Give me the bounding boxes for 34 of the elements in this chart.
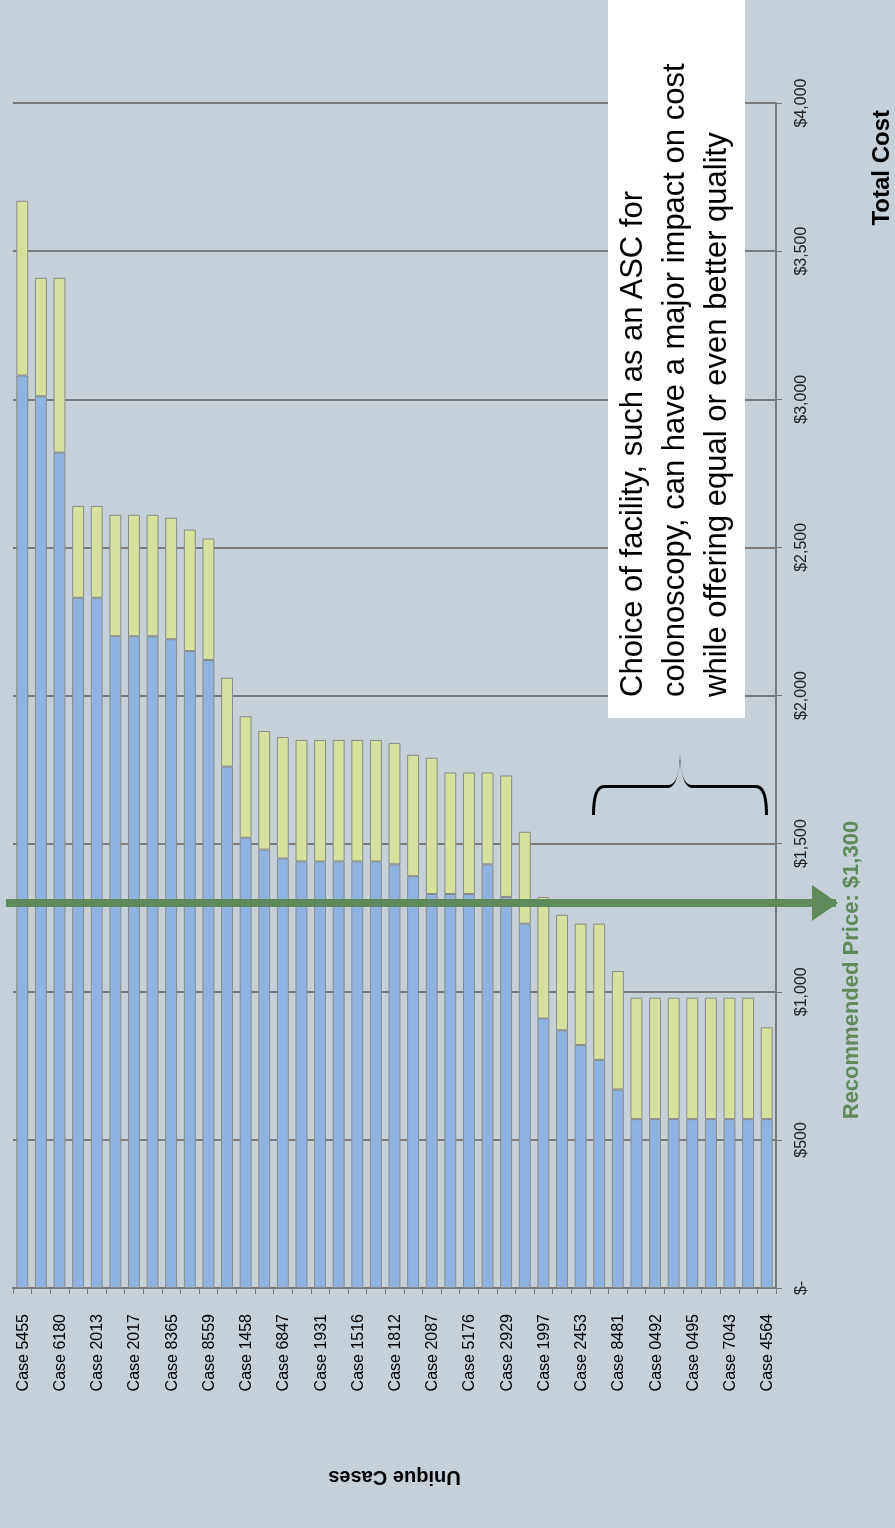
y-tick-label: $2,000 [791,670,809,720]
y-tick-label: $500 [791,1121,809,1158]
x-tick-label: Case 2453 [572,1313,590,1392]
x-tick-label: Case 1516 [348,1313,366,1392]
x-tick-label: Case 8365 [162,1313,180,1392]
y-tick-label: $3,000 [791,374,809,424]
x-tick-label: Case 8559 [199,1313,217,1392]
y-tick-label: $3,500 [791,226,809,276]
y-tick-label: $1,000 [791,967,809,1017]
x-tick-label: Case 6180 [51,1313,69,1392]
annotation: Choice of facility, such as an ASC for colonoscopy, can have a major impact on cost while offering equal or even better quality [614,63,733,698]
x-tick-label: Case 7043 [720,1313,738,1392]
x-tick-label: Case 2087 [423,1313,441,1392]
x-tick-label: Case 0495 [683,1313,701,1392]
y-axis-title: Total Cost [866,109,894,226]
x-tick-label: Case 0492 [646,1313,664,1392]
x-tick-label: Case 1997 [534,1313,552,1392]
y-tick-label: $1,500 [791,819,809,869]
x-axis-title: Unique Cases [328,1467,461,1489]
x-tick-label: Case 8481 [609,1313,627,1392]
x-tick-label: Case 1931 [311,1313,329,1392]
x-tick-label: Case 5176 [460,1313,478,1392]
x-tick-label: Case 4564 [758,1313,776,1392]
y-tick-label: $- [791,1280,809,1296]
x-tick-label: Case 2929 [497,1313,515,1392]
x-tick-label: Case 1458 [237,1313,255,1392]
ref-line-label: Recommended Price: $1,300 [837,820,863,1120]
x-tick-label: Case 5455 [13,1313,31,1392]
x-tick-label: Case 2013 [88,1313,106,1392]
x-tick-label: Case 2017 [125,1313,143,1392]
y-tick-label: $2,500 [791,522,809,572]
x-tick-label: Case 1812 [386,1313,403,1392]
y-tick-label: $4,000 [791,78,809,128]
x-tick-label: Case 6847 [274,1313,292,1392]
